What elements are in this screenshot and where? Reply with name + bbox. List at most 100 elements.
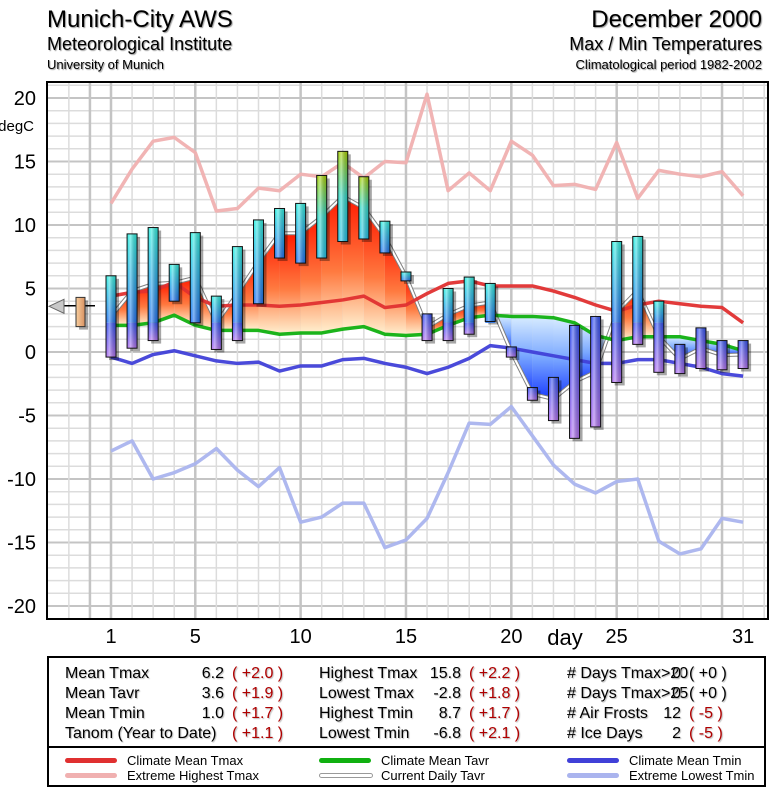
day-bar <box>126 233 141 352</box>
period-title: December 2000 <box>591 6 762 33</box>
stat-anomaly: ( +1.7 ) <box>232 705 284 722</box>
climate-mean-tminline <box>110 343 744 378</box>
stat-anomaly: ( -5 ) <box>689 705 723 722</box>
day-bar <box>231 246 246 344</box>
day-bar <box>695 327 709 372</box>
day-bar <box>400 271 414 284</box>
legend-label: Extreme Highest Tmax <box>127 768 259 783</box>
daily-bars <box>105 150 752 442</box>
station-title: Munich-City AWS <box>47 6 233 33</box>
ytd-bar <box>75 296 86 328</box>
stat-anomaly: ( +2.0 ) <box>232 665 284 682</box>
bar-outline <box>611 241 623 383</box>
day-bar <box>295 202 309 267</box>
y-tick-label: 15 <box>14 152 36 174</box>
bar-outline <box>463 276 475 335</box>
day-bar <box>674 343 688 377</box>
stat-value: 3.6 <box>201 685 224 702</box>
stat-value: 1.0 <box>201 705 224 722</box>
bar-outline <box>695 327 707 370</box>
bar-outline <box>716 340 728 371</box>
bar-outline <box>526 387 538 401</box>
stat-label: Highest Tmin <box>319 705 413 722</box>
day-bar <box>569 324 583 442</box>
bar-outline <box>505 346 517 358</box>
stat-value: 8.7 <box>438 705 461 722</box>
bar-outline <box>674 343 686 375</box>
day-bar <box>737 340 752 372</box>
bar-outline <box>632 235 644 345</box>
day-bar <box>168 263 183 305</box>
x-tick-label: 15 <box>395 626 417 648</box>
bar-outline <box>316 174 328 259</box>
day-bar <box>505 346 520 361</box>
stat-anomaly: ( -5 ) <box>689 725 723 742</box>
bar-outline <box>653 300 665 373</box>
bar-outline <box>126 233 138 349</box>
day-bar <box>632 235 646 348</box>
bar-outline <box>400 271 412 282</box>
bar-outline <box>105 275 117 358</box>
day-bar <box>316 174 330 262</box>
stat-anomaly: ( +1.9 ) <box>232 685 284 702</box>
extreme-highest-tmaxline <box>109 92 745 213</box>
stat-anomaly: ( +1.7 ) <box>469 705 521 722</box>
legend-swatch <box>567 773 619 778</box>
y-tick-label: 5 <box>25 279 36 301</box>
ytd-marker <box>47 296 95 330</box>
x-tick-label: 25 <box>606 626 628 648</box>
stat-label: Highest Tmax <box>319 665 418 682</box>
bar-outline <box>147 227 159 342</box>
bar-outline <box>569 324 581 439</box>
stat-label: Lowest Tmax <box>319 685 414 702</box>
y-axis-label: degC <box>0 118 34 135</box>
y-tick-label: 20 <box>14 88 36 110</box>
university-name: University of Munich <box>47 57 165 72</box>
day-bar <box>105 275 119 361</box>
legend-label: Climate Mean Tmin <box>629 753 742 768</box>
bar-outline <box>295 202 307 264</box>
day-bar <box>252 219 267 307</box>
stat-label: Mean Tmin <box>65 705 145 722</box>
stat-value: 2 <box>672 725 681 742</box>
day-bar <box>611 241 625 386</box>
day-bar <box>653 300 667 376</box>
stat-label: Mean Tmax <box>65 665 150 682</box>
ytd-arrow-icon <box>47 298 65 315</box>
x-tick-label: 10 <box>290 626 312 648</box>
stat-label: # Days Tmax>20 <box>567 665 689 682</box>
stat-anomaly: ( +2.2 ) <box>469 665 521 682</box>
stat-value: -2.8 <box>433 685 461 702</box>
day-bar <box>484 282 499 325</box>
legend-label: Current Daily Tavr <box>381 768 485 783</box>
bar-outline <box>337 150 349 243</box>
day-bar <box>463 276 478 338</box>
stat-value: 0 <box>672 685 681 702</box>
stat-value: 15.8 <box>429 665 461 682</box>
day-bar <box>526 387 541 404</box>
stat-label: Lowest Tmin <box>319 725 410 742</box>
day-bar <box>547 376 562 424</box>
day-bar <box>590 315 604 430</box>
bar-outline <box>274 207 286 259</box>
y-tick-label: -15 <box>7 533 36 555</box>
stat-anomaly: ( +0 ) <box>689 685 727 702</box>
bar-outline <box>231 246 243 342</box>
x-tick-label: 31 <box>732 626 754 648</box>
stat-anomaly: ( +1.1 ) <box>232 725 284 742</box>
x-tick-label: 1 <box>105 626 116 648</box>
extreme-lowest-tminline <box>110 404 744 556</box>
day-bar <box>147 227 162 344</box>
bar-outline <box>421 313 433 342</box>
legend-label: Climate Mean Tavr <box>381 753 490 768</box>
bar-outline <box>168 263 180 302</box>
bar-outline <box>590 315 602 428</box>
stat-value: 12 <box>663 705 681 722</box>
y-tick-label: 10 <box>14 215 36 237</box>
y-axis: 20 15 10 5 0 -5 -10 -15 -20 <box>7 88 36 618</box>
legend-label: Climate Mean Tmax <box>127 753 244 768</box>
day-bar <box>189 232 204 326</box>
stat-label: # Days Tmax>25 <box>567 685 689 702</box>
bar-outline <box>442 288 454 342</box>
